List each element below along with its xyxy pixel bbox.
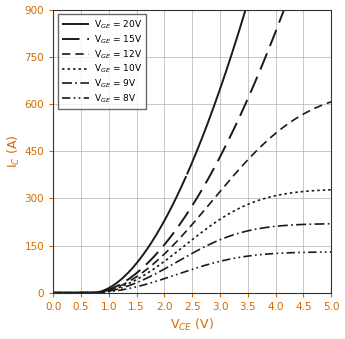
V$_{GE}$ = 12V: [329, 100, 333, 104]
V$_{GE}$ = 8V: [321, 250, 325, 254]
V$_{GE}$ = 10V: [270, 195, 274, 199]
Y-axis label: I$_{C}$ (A): I$_{C}$ (A): [6, 135, 22, 168]
Line: V$_{GE}$ = 20V: V$_{GE}$ = 20V: [53, 0, 331, 293]
V$_{GE}$ = 10V: [65, 291, 69, 295]
V$_{GE}$ = 20V: [65, 291, 69, 295]
V$_{GE}$ = 15V: [65, 291, 69, 295]
V$_{GE}$ = 8V: [329, 250, 333, 254]
V$_{GE}$ = 8V: [51, 291, 55, 295]
V$_{GE}$ = 10V: [186, 241, 190, 245]
V$_{GE}$ = 20V: [186, 169, 190, 173]
V$_{GE}$ = 9V: [321, 222, 325, 226]
V$_{GE}$ = 10V: [51, 291, 55, 295]
V$_{GE}$ = 12V: [270, 134, 274, 138]
Legend: V$_{GE}$ = 20V, V$_{GE}$ = 15V, V$_{GE}$ = 12V, V$_{GE}$ = 10V, V$_{GE}$ = 9V, V: V$_{GE}$ = 20V, V$_{GE}$ = 15V, V$_{GE}$…: [58, 14, 147, 109]
V$_{GE}$ = 20V: [51, 291, 55, 295]
V$_{GE}$ = 12V: [321, 103, 325, 107]
V$_{GE}$ = 15V: [51, 291, 55, 295]
Line: V$_{GE}$ = 10V: V$_{GE}$ = 10V: [53, 190, 331, 293]
Line: V$_{GE}$ = 12V: V$_{GE}$ = 12V: [53, 102, 331, 293]
V$_{GE}$ = 9V: [270, 225, 274, 229]
V$_{GE}$ = 8V: [186, 268, 190, 273]
V$_{GE}$ = 10V: [179, 246, 183, 251]
V$_{GE}$ = 15V: [186, 210, 190, 214]
V$_{GE}$ = 9V: [51, 291, 55, 295]
V$_{GE}$ = 12V: [51, 291, 55, 295]
V$_{GE}$ = 10V: [329, 188, 333, 192]
V$_{GE}$ = 8V: [321, 250, 325, 254]
V$_{GE}$ = 9V: [179, 258, 183, 262]
V$_{GE}$ = 9V: [329, 222, 333, 226]
V$_{GE}$ = 12V: [65, 291, 69, 295]
V$_{GE}$ = 8V: [65, 291, 69, 295]
V$_{GE}$ = 8V: [270, 252, 274, 256]
V$_{GE}$ = 10V: [321, 188, 325, 192]
V$_{GE}$ = 20V: [179, 185, 183, 190]
Line: V$_{GE}$ = 15V: V$_{GE}$ = 15V: [53, 0, 331, 293]
V$_{GE}$ = 8V: [179, 271, 183, 275]
V$_{GE}$ = 12V: [321, 103, 325, 107]
V$_{GE}$ = 10V: [321, 188, 325, 192]
Line: V$_{GE}$ = 9V: V$_{GE}$ = 9V: [53, 224, 331, 293]
V$_{GE}$ = 15V: [270, 39, 274, 43]
V$_{GE}$ = 9V: [65, 291, 69, 295]
V$_{GE}$ = 9V: [321, 222, 325, 226]
V$_{GE}$ = 12V: [179, 235, 183, 239]
Line: V$_{GE}$ = 8V: V$_{GE}$ = 8V: [53, 252, 331, 293]
X-axis label: V$_{CE}$ (V): V$_{CE}$ (V): [170, 317, 214, 334]
V$_{GE}$ = 15V: [179, 221, 183, 225]
V$_{GE}$ = 12V: [186, 227, 190, 231]
V$_{GE}$ = 9V: [186, 254, 190, 258]
